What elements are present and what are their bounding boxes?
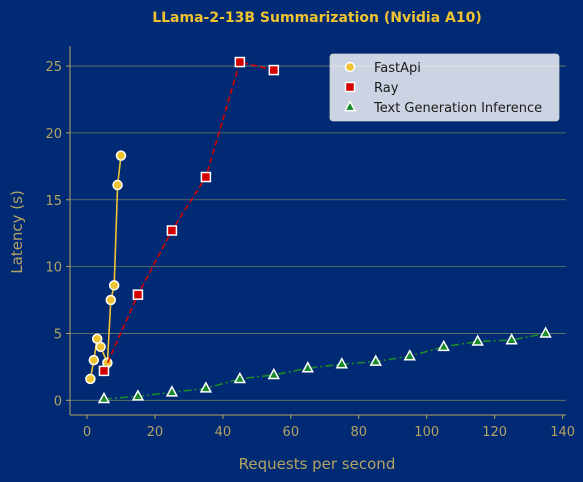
- data-point: [268, 64, 280, 76]
- chart-title: LLama-2-13B Summarization (Nvidia A10): [152, 10, 482, 26]
- data-point: [234, 56, 246, 68]
- data-point: [112, 179, 123, 191]
- legend: FastApi Ray Text Generation Inference: [329, 53, 560, 122]
- y-tick-label: 15: [45, 194, 62, 209]
- x-tick-label: 120: [482, 425, 507, 440]
- data-point: [505, 333, 518, 345]
- axes: 0 5 10 15 20 25 0 20 40 60 80 100 120 140: [45, 46, 575, 440]
- legend-item: Text Generation Inference: [343, 99, 542, 116]
- data-point: [233, 371, 247, 384]
- legend-marker: [344, 61, 356, 73]
- data-point: [403, 349, 416, 361]
- series-0: [85, 150, 127, 385]
- x-axis-label: Requests per second: [239, 455, 396, 473]
- legend-label: Text Generation Inference: [373, 101, 542, 116]
- y-axis-label: Latency (s): [8, 190, 26, 274]
- data-point: [97, 391, 111, 404]
- data-point: [471, 334, 484, 346]
- y-tick-label: 5: [54, 327, 62, 342]
- data-point: [115, 150, 127, 161]
- grid-lines: [70, 65, 566, 401]
- y-tick-label: 25: [45, 60, 62, 75]
- x-tick-label: 20: [147, 425, 164, 440]
- y-tick-label: 0: [54, 394, 62, 409]
- legend-marker: [343, 99, 357, 112]
- series-2: [97, 326, 552, 404]
- y-tick-label: 10: [45, 261, 62, 276]
- data-point: [301, 361, 315, 373]
- data-point: [98, 365, 110, 377]
- data-point: [132, 289, 144, 300]
- data-point: [95, 341, 106, 353]
- data-point: [267, 367, 281, 380]
- series-line: [103, 332, 546, 400]
- legend-label: FastApi: [374, 61, 421, 76]
- series-layer: [85, 56, 552, 404]
- x-tick-label: 100: [414, 425, 439, 440]
- legend-label: Ray: [374, 81, 399, 96]
- data-point: [131, 389, 145, 401]
- data-point: [88, 354, 100, 366]
- legend-item: FastApi: [344, 61, 421, 76]
- data-point: [539, 326, 552, 338]
- x-tick-label: 0: [83, 425, 91, 440]
- data-point: [335, 357, 348, 369]
- x-tick-label: 140: [550, 425, 575, 440]
- data-point: [437, 339, 450, 352]
- legend-marker: [344, 81, 356, 93]
- x-tick-label: 40: [215, 425, 232, 440]
- data-point: [166, 225, 178, 236]
- data-point: [165, 385, 179, 397]
- legend-box: [329, 53, 560, 122]
- data-point: [200, 171, 212, 183]
- data-point: [199, 381, 213, 393]
- data-point: [105, 294, 117, 306]
- x-tick-label: 80: [350, 425, 367, 440]
- data-point: [369, 354, 382, 366]
- data-point: [108, 280, 120, 291]
- y-tick-label: 20: [45, 127, 62, 142]
- legend-item: Ray: [344, 81, 399, 96]
- data-point: [85, 373, 96, 385]
- x-tick-label: 60: [283, 425, 300, 440]
- series-1: [98, 56, 280, 377]
- series-line: [103, 61, 274, 372]
